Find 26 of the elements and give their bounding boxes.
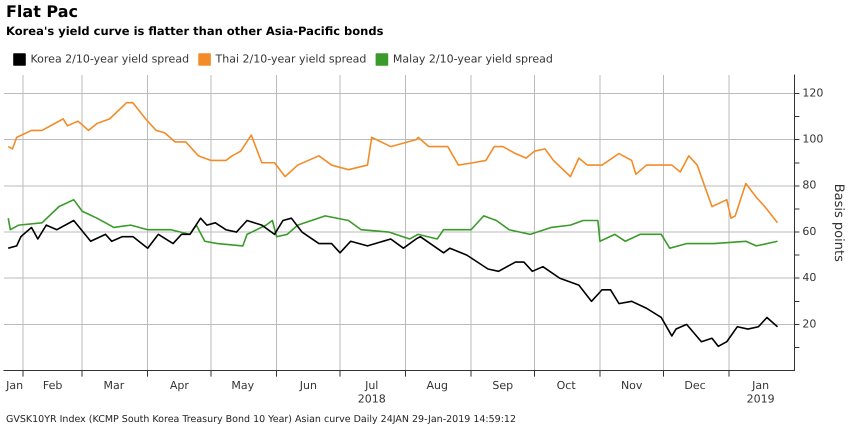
x-tick-label: Feb xyxy=(42,379,62,392)
legend-label: Korea 2/10-year yield spread xyxy=(30,52,190,66)
x-tick-label: Sep xyxy=(492,379,514,392)
x-tick-label: Jun xyxy=(298,379,317,392)
y-axis-title: Basis points xyxy=(830,184,846,262)
x-tick-label: Jan xyxy=(5,379,24,392)
text: GVSK10YR Index (KCMP South Korea Treasury Bond 10 Year) Asian curve Daily 24JAN 29-Jan-2019 14:59:12 xyxy=(6,414,516,425)
x-tick-label: Apr xyxy=(170,379,190,392)
chart-title: Flat Pac xyxy=(6,2,78,21)
x-tick-label: Mar xyxy=(104,379,125,392)
x-tick-label: Aug xyxy=(426,379,448,392)
y-tick-label: 120 xyxy=(802,86,824,100)
x-tick-label: Jan 2019 xyxy=(746,379,775,406)
y-tick-label: 80 xyxy=(802,178,816,192)
y-tick-label: 20 xyxy=(802,317,816,330)
x-tick-label: Nov xyxy=(620,379,643,392)
chart-subtitle: Korea's yield curve is flatter than other Asia-Pacific bonds xyxy=(6,24,384,38)
x-tick-label: May xyxy=(231,379,255,392)
y-tick-label: 60 xyxy=(802,224,816,238)
legend-label: Malay 2/10-year yield spread xyxy=(392,52,553,66)
legend-label: Thai 2/10-year yield spread xyxy=(214,52,366,66)
x-tick-label: Oct xyxy=(556,379,576,392)
x-tick-label: Jul 2018 xyxy=(358,379,386,406)
y-tick-label: 40 xyxy=(802,271,816,284)
y-tick-label: 100 xyxy=(802,132,824,146)
x-tick-label: Dec xyxy=(684,379,706,392)
